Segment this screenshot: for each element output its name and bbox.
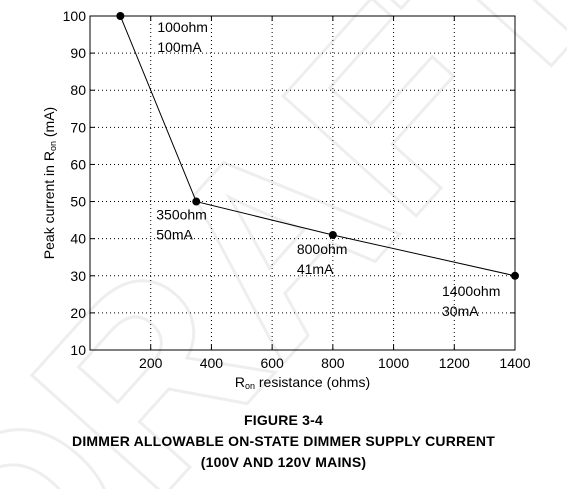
data-point <box>511 271 519 280</box>
annotation-line1: 1400ohm <box>442 283 500 299</box>
x-tick-label: 1200 <box>439 355 470 371</box>
x-tick-label: 600 <box>260 355 284 371</box>
plot-area <box>89 15 516 351</box>
y-tick-label: 10 <box>70 342 86 358</box>
y-axis-label-suffix: (mA) <box>41 107 57 141</box>
x-tick-label: 1400 <box>499 355 530 371</box>
annotations: 100ohm 100mA 350ohm 50mA 800ohm 41mA 1400ohm 30… <box>156 19 500 319</box>
x-axis-label-sub: on <box>245 381 255 391</box>
chart-grid <box>90 16 515 350</box>
y-tick-label: 60 <box>70 156 86 172</box>
axis-ticks: 200 400 600 800 1000 1200 1400 10 20 30 40 50 60 70 80… <box>63 8 531 371</box>
y-axis-label: Peak current in Ron (mA) <box>41 107 58 259</box>
annotation-line1: 350ohm <box>156 207 207 223</box>
data-point <box>116 12 125 20</box>
data-point <box>328 230 337 239</box>
x-axis-label-suffix: resistance (ohms) <box>255 374 370 390</box>
y-tick-label: 50 <box>70 194 86 210</box>
y-axis-label-sub: on <box>48 141 58 151</box>
annotation-line1: 800ohm <box>297 241 348 257</box>
x-tick-label: 400 <box>200 355 224 371</box>
figure-number: FIGURE 3-4 <box>243 412 323 428</box>
annotation-line1: 100ohm <box>157 19 208 35</box>
annotation-line2: 50mA <box>156 227 193 243</box>
x-axis-label-prefix: R <box>235 374 245 390</box>
x-tick-label: 1000 <box>378 355 409 371</box>
annotation-line2: 100mA <box>157 39 202 55</box>
annotation-line2: 30mA <box>442 303 479 319</box>
series-line <box>116 12 519 280</box>
figure-subtitle: (100V AND 120V MAINS) <box>200 454 367 470</box>
y-tick-label: 90 <box>70 45 86 61</box>
x-axis-label: Ron resistance (ohms) <box>235 374 370 391</box>
annotation-line2: 41mA <box>297 261 334 277</box>
y-tick-label: 30 <box>70 268 86 284</box>
y-tick-label: 80 <box>70 82 86 98</box>
x-tick-label: 200 <box>139 355 163 371</box>
data-point <box>192 197 201 206</box>
x-tick-label: 800 <box>321 355 345 371</box>
y-axis-label-prefix: Peak current in R <box>41 151 57 259</box>
series-line-path <box>119 15 516 277</box>
figure-title: DIMMER ALLOWABLE ON-STATE DIMMER SUPPLY … <box>72 433 495 449</box>
y-tick-label: 100 <box>63 8 87 24</box>
y-tick-label: 20 <box>70 305 86 321</box>
y-tick-label: 40 <box>70 231 86 247</box>
y-tick-label: 70 <box>70 119 86 135</box>
chart: 200 400 600 800 1000 1200 1400 10 20 30 40 50 60 70 80… <box>41 8 531 391</box>
